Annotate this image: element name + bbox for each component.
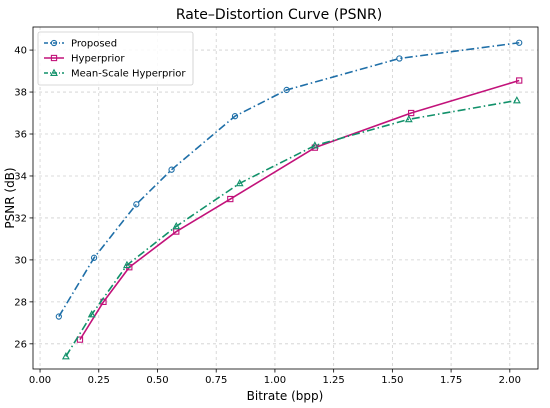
legend-entry-mean-scale-hyperprior: Mean-Scale Hyperprior — [44, 69, 186, 80]
data-point-marker — [408, 109, 415, 117]
data-point-marker — [283, 86, 290, 94]
x-tick-label: 1.00 — [264, 375, 286, 386]
x-tick-label: 0.25 — [88, 375, 110, 386]
data-point-marker — [516, 77, 523, 84]
y-tick-label: 30 — [14, 255, 27, 266]
data-point-marker — [172, 221, 181, 230]
legend-label: Proposed — [71, 39, 117, 50]
data-point-marker — [61, 352, 70, 360]
y-tick-label: 36 — [14, 130, 27, 141]
y-tick-label: 34 — [14, 171, 27, 182]
series-line — [65, 99, 517, 357]
data-point-marker — [231, 113, 239, 120]
data-point-marker — [310, 141, 319, 149]
data-point-marker — [227, 195, 234, 203]
legend-label: Hyperprior — [71, 54, 125, 65]
data-point-marker — [516, 39, 523, 46]
legend-marker-sample — [50, 54, 58, 62]
x-tick-label: 0.00 — [29, 375, 51, 386]
series-layer — [55, 39, 523, 360]
axis-ticks: 0.00 0.25 0.50 0.75 1.00 1.25 1.50 1.75 2.00 26 28… — [14, 46, 521, 386]
x-tick-label: 1.25 — [323, 375, 345, 386]
legend-marker-sample — [50, 39, 58, 47]
legend-entry-hyperprior: Hyperprior — [44, 54, 125, 65]
data-point-marker — [235, 178, 244, 187]
data-point-marker — [55, 313, 62, 320]
data-point-marker — [133, 201, 140, 208]
plot-frame — [32, 26, 539, 370]
y-tick-label: 32 — [14, 213, 27, 224]
series-line — [79, 79, 520, 341]
y-tick-label: 26 — [14, 339, 27, 350]
legend-box — [37, 31, 194, 86]
data-point-marker — [404, 114, 413, 123]
series-proposed — [55, 39, 523, 320]
legend-marker-sample — [50, 68, 58, 76]
data-point-marker — [123, 260, 131, 269]
x-tick-label: 1.75 — [440, 375, 462, 386]
legend: Proposed Hyperprior Mean-Scale Hyperprior — [37, 31, 194, 86]
y-axis-label: PSNR (dB) — [3, 167, 17, 228]
series-line — [58, 41, 520, 317]
chart-title: Rate–Distortion Curve (PSNR) — [176, 7, 382, 23]
y-tick-label: 28 — [14, 297, 27, 308]
data-point-marker — [512, 96, 521, 104]
legend-label: Mean-Scale Hyperprior — [71, 69, 186, 80]
x-tick-label: 1.50 — [381, 375, 403, 386]
data-point-marker — [90, 254, 98, 261]
data-point-marker — [168, 166, 175, 173]
x-tick-label: 0.75 — [205, 375, 227, 386]
series-mean-scale-hyperprior — [61, 96, 521, 360]
series-hyperprior — [76, 77, 523, 343]
y-tick-label: 38 — [14, 88, 27, 99]
data-point-marker — [87, 310, 96, 318]
data-point-marker — [396, 55, 403, 62]
y-tick-label: 40 — [14, 46, 27, 57]
data-point-marker — [76, 336, 84, 343]
x-tick-label: 2.00 — [499, 375, 521, 386]
x-axis-label: Bitrate (bpp) — [247, 389, 324, 403]
x-tick-label: 0.50 — [146, 375, 168, 386]
legend-entry-proposed: Proposed — [44, 39, 117, 50]
